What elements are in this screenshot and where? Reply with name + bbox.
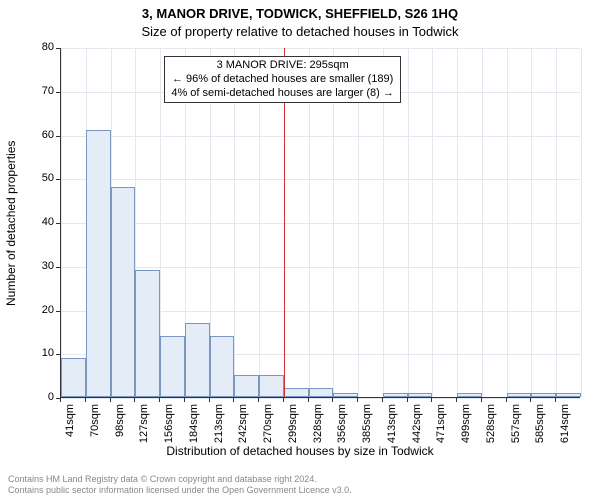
x-tick-label: 413sqm [386, 404, 398, 464]
x-tick-label: 499sqm [460, 404, 472, 464]
histogram-bar [234, 375, 259, 397]
gridline-vertical [581, 48, 582, 397]
x-tick-mark [530, 398, 531, 402]
annotation-line1: 3 MANOR DRIVE: 295sqm [171, 59, 394, 73]
x-tick-mark [357, 398, 358, 402]
histogram-bar [408, 393, 433, 397]
x-tick-mark [555, 398, 556, 402]
x-tick-label: 270sqm [262, 404, 274, 464]
attribution-line1: Contains HM Land Registry data © Crown c… [8, 474, 352, 485]
histogram-bar [383, 393, 408, 397]
gridline-horizontal [61, 223, 580, 224]
histogram-bar [86, 130, 111, 397]
attribution-line2: Contains public sector information licen… [8, 485, 352, 496]
x-tick-label: 442sqm [411, 404, 423, 464]
histogram-bar [531, 393, 556, 397]
x-tick-mark [382, 398, 383, 402]
x-tick-label: 585sqm [534, 404, 546, 464]
y-tick-label: 10 [14, 347, 54, 359]
x-tick-label: 528sqm [485, 404, 497, 464]
chart-title-address: 3, MANOR DRIVE, TODWICK, SHEFFIELD, S26 … [0, 6, 600, 21]
histogram-bar [259, 375, 284, 397]
x-tick-mark [184, 398, 185, 402]
y-tick-mark [56, 311, 60, 312]
y-tick-mark [56, 223, 60, 224]
histogram-bar [111, 187, 136, 397]
annotation-line3: 4% of semi-detached houses are larger (8… [171, 87, 394, 101]
x-tick-mark [431, 398, 432, 402]
histogram-bar [135, 270, 160, 397]
x-tick-label: 557sqm [510, 404, 522, 464]
x-tick-label: 156sqm [163, 404, 175, 464]
y-tick-mark [56, 136, 60, 137]
x-tick-mark [283, 398, 284, 402]
x-tick-label: 356sqm [336, 404, 348, 464]
y-tick-mark [56, 92, 60, 93]
gridline-horizontal [61, 136, 580, 137]
y-tick-label: 30 [14, 260, 54, 272]
histogram-bar [556, 393, 581, 397]
y-tick-mark [56, 48, 60, 49]
gridline-horizontal [61, 267, 580, 268]
x-tick-label: 70sqm [89, 404, 101, 464]
x-tick-label: 184sqm [188, 404, 200, 464]
y-tick-mark [56, 179, 60, 180]
histogram-bar [333, 393, 358, 397]
y-tick-mark [56, 267, 60, 268]
x-tick-label: 242sqm [237, 404, 249, 464]
x-tick-mark [233, 398, 234, 402]
x-tick-mark [60, 398, 61, 402]
histogram-bar [185, 323, 210, 397]
gridline-horizontal [61, 179, 580, 180]
x-tick-label: 614sqm [559, 404, 571, 464]
x-tick-mark [456, 398, 457, 402]
x-tick-mark [134, 398, 135, 402]
x-tick-mark [481, 398, 482, 402]
attribution-text: Contains HM Land Registry data © Crown c… [8, 474, 352, 496]
x-tick-label: 213sqm [213, 404, 225, 464]
x-tick-mark [110, 398, 111, 402]
histogram-bar [61, 358, 86, 397]
histogram-bar [284, 388, 309, 397]
gridline-horizontal [61, 398, 580, 399]
x-tick-label: 471sqm [435, 404, 447, 464]
gridline-horizontal [61, 48, 580, 49]
x-tick-mark [85, 398, 86, 402]
x-tick-label: 299sqm [287, 404, 299, 464]
x-tick-label: 41sqm [64, 404, 76, 464]
y-tick-label: 60 [14, 129, 54, 141]
x-tick-mark [159, 398, 160, 402]
x-tick-mark [506, 398, 507, 402]
histogram-bar [160, 336, 185, 397]
y-tick-mark [56, 354, 60, 355]
x-tick-label: 328sqm [312, 404, 324, 464]
histogram-bar [210, 336, 235, 397]
x-tick-label: 127sqm [138, 404, 150, 464]
x-tick-mark [332, 398, 333, 402]
x-tick-mark [258, 398, 259, 402]
y-tick-label: 80 [14, 41, 54, 53]
y-tick-label: 0 [14, 391, 54, 403]
x-tick-label: 385sqm [361, 404, 373, 464]
x-tick-mark [407, 398, 408, 402]
histogram-bar [457, 393, 482, 397]
y-tick-label: 50 [14, 172, 54, 184]
x-tick-label: 98sqm [114, 404, 126, 464]
x-tick-mark [209, 398, 210, 402]
annotation-line2: ← 96% of detached houses are smaller (18… [171, 73, 394, 87]
x-tick-mark [308, 398, 309, 402]
chart-title-subtitle: Size of property relative to detached ho… [0, 24, 600, 39]
y-tick-label: 20 [14, 304, 54, 316]
annotation-box: 3 MANOR DRIVE: 295sqm ← 96% of detached … [164, 56, 401, 103]
histogram-bar [507, 393, 532, 397]
histogram-bar [309, 388, 334, 397]
y-tick-label: 70 [14, 85, 54, 97]
y-tick-label: 40 [14, 216, 54, 228]
